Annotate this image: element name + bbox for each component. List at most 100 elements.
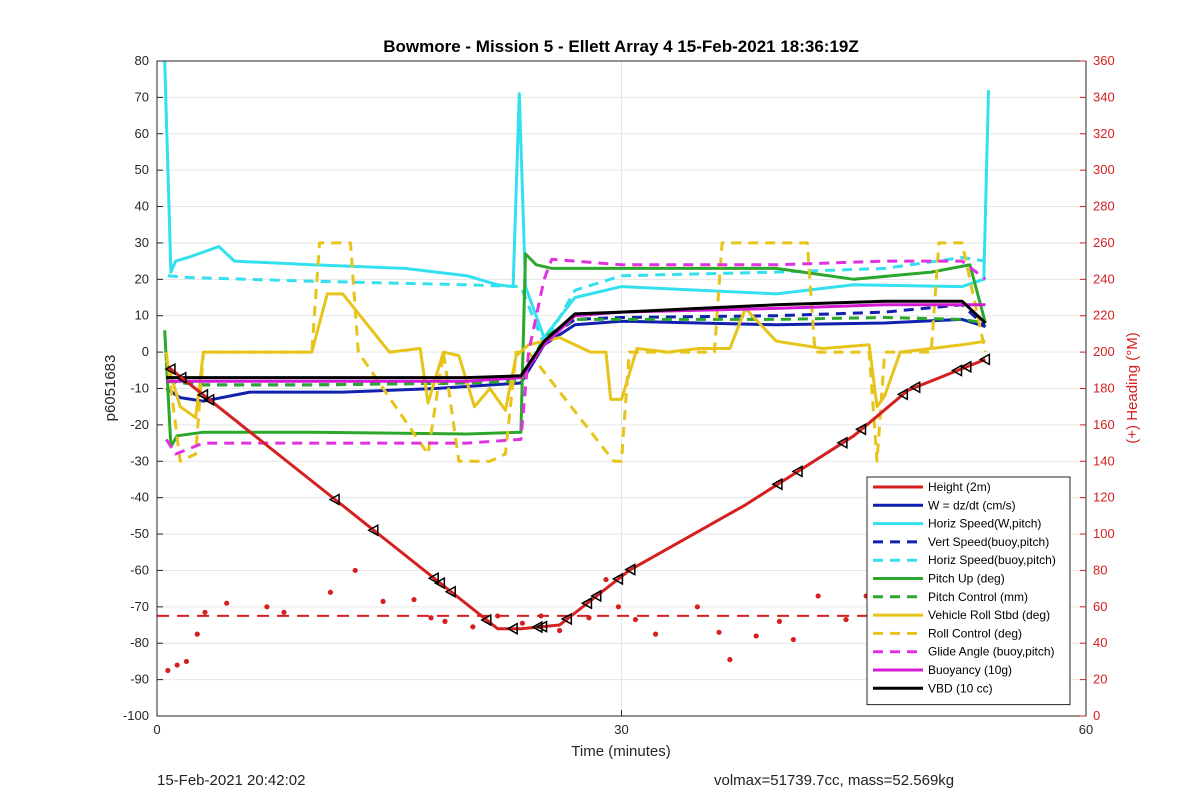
height-marker <box>203 393 215 407</box>
y-tick-label: -70 <box>130 599 149 614</box>
y-tick-label: 70 <box>135 89 149 104</box>
height-marker <box>978 353 991 366</box>
y-tick-label: -100 <box>123 708 149 723</box>
y-right-tick-label: 40 <box>1093 635 1107 650</box>
legend-label: Vert Speed(buoy,pitch) <box>928 535 1049 549</box>
heading-point <box>694 604 700 610</box>
heading-point <box>411 596 417 603</box>
height-marker <box>791 465 803 478</box>
legend-label: Height (2m) <box>928 480 991 494</box>
y-right-tick-label: 120 <box>1093 490 1115 505</box>
y-right-tick-label: 340 <box>1093 89 1115 104</box>
y-right-tick-label: 220 <box>1093 308 1115 323</box>
legend-label: Pitch Up (deg) <box>928 572 1005 586</box>
height-marker <box>950 364 963 377</box>
y-right-tick-label: 60 <box>1093 599 1107 614</box>
y-tick-label: 30 <box>135 235 149 250</box>
heading-point <box>224 600 230 606</box>
heading-point <box>753 633 759 639</box>
heading-point <box>843 616 849 623</box>
y-tick-label: -40 <box>130 490 149 505</box>
y-tick-label: 0 <box>142 344 149 359</box>
y-tick-label: -60 <box>130 562 149 577</box>
y-tick-label: 50 <box>135 162 149 177</box>
y-axis-label: p6051683 <box>102 355 119 422</box>
series-line-buoyancy-10g <box>166 303 986 383</box>
series-line-roll-control-deg <box>164 241 987 463</box>
y-tick-label: -10 <box>130 381 149 396</box>
ticks: -100-90-80-70-60-50-40-30-20-10010203040… <box>123 53 1115 737</box>
height-marker <box>433 576 446 590</box>
y-tick-label: -20 <box>130 417 149 432</box>
heading-point <box>470 624 476 630</box>
height-marker <box>836 436 848 449</box>
heading-point <box>727 656 733 663</box>
y-tick-label: -30 <box>130 453 149 468</box>
height-marker <box>590 589 602 603</box>
heading-point <box>202 609 208 615</box>
y-right-tick-label: 260 <box>1093 235 1115 250</box>
height-marker <box>175 371 187 385</box>
heading-point <box>790 636 796 643</box>
heading-point <box>183 658 190 665</box>
heading-point <box>174 662 180 668</box>
height-marker <box>196 388 209 402</box>
heading-point <box>380 598 386 604</box>
height-marker <box>427 571 439 585</box>
heading-point <box>327 589 334 595</box>
series-line-vehicle-roll-stbd-deg <box>164 292 986 420</box>
height-marker <box>480 613 492 627</box>
height-marker <box>580 596 593 610</box>
heading-point <box>442 618 448 624</box>
y-right-tick-label: 140 <box>1093 453 1115 468</box>
y-right-tick-label: 320 <box>1093 126 1115 141</box>
height-marker <box>535 620 548 633</box>
y-right-tick-label: 80 <box>1093 562 1107 577</box>
heading-point <box>165 667 171 674</box>
y-right-tick-label: 360 <box>1093 53 1115 68</box>
x-tick-label: 60 <box>1079 722 1093 737</box>
footer-timestamp: 15-Feb-2021 20:42:02 <box>157 772 306 789</box>
legend-label: Pitch Control (mm) <box>928 590 1028 604</box>
legend-label: Roll Control (deg) <box>928 626 1022 640</box>
y-tick-label: 60 <box>135 126 149 141</box>
legend: Height (2m) W = dz/dt (cm/s) Horiz Speed(W… <box>866 476 1071 706</box>
height-marker <box>328 493 340 506</box>
y-right-tick-label: 160 <box>1093 417 1115 432</box>
y-tick-label: 80 <box>135 53 149 68</box>
series-line-pitch-control-mm <box>166 316 986 387</box>
heading-point <box>615 604 622 610</box>
heading-point <box>716 629 722 635</box>
height-marker <box>854 423 867 436</box>
x-tick-label: 0 <box>153 722 160 737</box>
legend-label: Horiz Speed(W,pitch) <box>928 517 1041 531</box>
heading-point <box>428 615 434 621</box>
heading-point <box>519 620 526 626</box>
legend-label: Buoyancy (10g) <box>928 663 1012 677</box>
footer-summary: volmax=51739.7cc, mass=52.569kg <box>714 772 955 789</box>
height-marker <box>531 620 543 634</box>
y-right-tick-label: 280 <box>1093 199 1115 214</box>
height-marker <box>444 585 456 599</box>
y-right-tick-label: 20 <box>1093 672 1107 687</box>
heading-point <box>652 631 659 637</box>
heading-point <box>815 593 821 599</box>
heading-point <box>352 567 358 574</box>
y-tick-label: 20 <box>135 271 149 286</box>
heading-point <box>194 631 200 637</box>
height-marker <box>771 477 783 491</box>
y-right-tick-label: 200 <box>1093 344 1115 359</box>
y-right-tick-label: 240 <box>1093 271 1115 286</box>
height-marker <box>164 362 176 376</box>
legend-label: W = dz/dt (cm/s) <box>928 498 1016 512</box>
y-right-tick-label: 300 <box>1093 162 1115 177</box>
legend-box <box>866 476 1071 706</box>
height-marker <box>909 380 921 394</box>
series-group <box>157 61 1009 674</box>
heading-point <box>603 576 609 583</box>
chart-canvas: -100-90-80-70-60-50-40-30-20-10010203040… <box>102 37 1141 760</box>
x-tick-label: 30 <box>614 722 628 737</box>
height-marker <box>624 563 636 576</box>
y-tick-label: 40 <box>135 199 149 214</box>
height-marker <box>896 387 909 401</box>
